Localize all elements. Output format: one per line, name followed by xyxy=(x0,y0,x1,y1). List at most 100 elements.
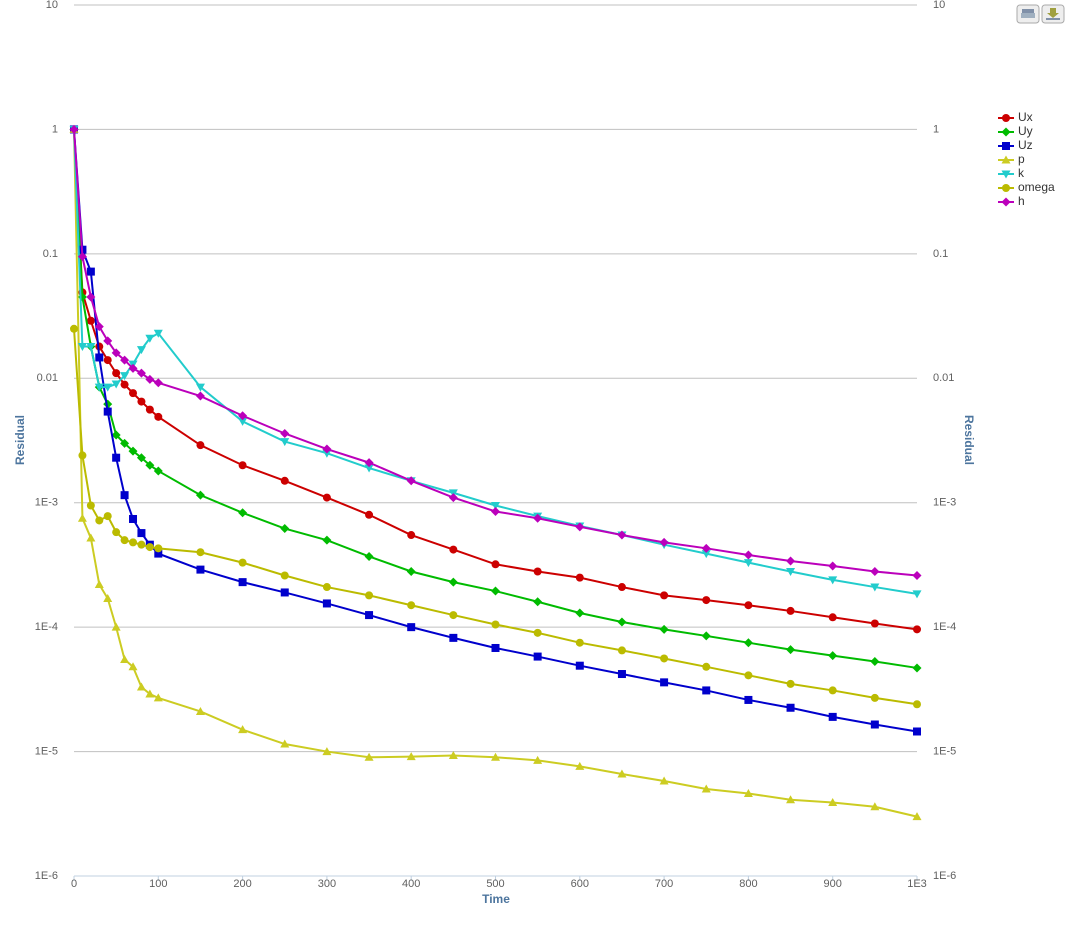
marker xyxy=(196,441,205,450)
marker xyxy=(322,444,332,454)
marker xyxy=(828,712,837,721)
marker xyxy=(365,510,374,519)
marker xyxy=(280,476,289,485)
marker xyxy=(407,601,416,610)
marker xyxy=(86,501,95,510)
marker xyxy=(364,551,374,561)
marker xyxy=(136,682,146,691)
legend-marker xyxy=(1001,155,1011,164)
marker xyxy=(912,663,922,673)
marker xyxy=(322,747,332,756)
marker xyxy=(701,550,711,559)
legend-marker xyxy=(1001,127,1011,137)
series xyxy=(69,124,922,821)
legend-marker xyxy=(1002,114,1010,122)
marker xyxy=(786,645,796,655)
marker xyxy=(743,638,753,648)
marker xyxy=(701,784,711,793)
marker xyxy=(786,606,795,615)
marker xyxy=(786,703,795,712)
marker xyxy=(786,795,796,804)
marker xyxy=(575,608,585,618)
y-tick-label: 10 xyxy=(46,0,58,11)
y2-tick-label: 1E-5 xyxy=(933,745,956,757)
marker xyxy=(322,535,332,545)
marker xyxy=(111,380,121,389)
marker xyxy=(280,739,290,748)
marker xyxy=(912,571,922,581)
y-tick-label: 1E-3 xyxy=(35,497,58,509)
marker xyxy=(280,438,290,447)
marker xyxy=(280,524,290,534)
marker xyxy=(154,544,163,553)
marker xyxy=(154,412,163,421)
marker xyxy=(744,671,753,680)
marker xyxy=(702,686,711,695)
marker xyxy=(136,368,146,378)
marker xyxy=(111,430,121,440)
marker xyxy=(238,411,248,421)
marker xyxy=(137,529,146,538)
marker xyxy=(195,706,205,715)
marker xyxy=(145,374,155,384)
marker xyxy=(407,531,416,540)
marker xyxy=(533,628,542,637)
marker xyxy=(94,580,104,589)
marker xyxy=(406,567,416,577)
marker xyxy=(153,329,163,338)
marker xyxy=(145,405,154,414)
marker xyxy=(128,363,138,373)
marker xyxy=(575,761,585,770)
marker xyxy=(86,267,95,276)
marker xyxy=(786,568,796,577)
marker xyxy=(743,789,753,798)
marker xyxy=(912,812,922,821)
marker xyxy=(120,372,130,381)
y-tick-label: 1E-4 xyxy=(35,621,58,633)
marker xyxy=(86,292,96,302)
marker xyxy=(196,565,205,574)
marker xyxy=(575,573,584,582)
y-axis-title: Residual xyxy=(13,415,27,465)
marker xyxy=(913,727,921,736)
marker xyxy=(153,378,163,388)
marker xyxy=(153,693,163,702)
marker xyxy=(449,633,458,642)
marker xyxy=(120,536,129,545)
marker xyxy=(120,355,130,365)
marker xyxy=(575,522,585,532)
marker xyxy=(129,389,138,398)
marker xyxy=(744,601,753,610)
marker xyxy=(533,755,543,764)
marker xyxy=(103,356,112,365)
legend-marker xyxy=(1002,184,1010,192)
download-icon xyxy=(1047,8,1059,18)
marker xyxy=(196,548,205,557)
series-line xyxy=(73,129,918,595)
marker xyxy=(103,512,112,521)
marker xyxy=(86,533,96,542)
marker xyxy=(195,391,205,401)
legend-marker xyxy=(1001,197,1011,207)
marker xyxy=(702,596,711,605)
marker xyxy=(406,476,416,486)
marker xyxy=(103,383,113,392)
y-tick-label: 0.1 xyxy=(43,248,58,260)
marker xyxy=(828,651,838,661)
export-buttons xyxy=(1016,4,1065,24)
marker xyxy=(660,591,669,600)
marker xyxy=(617,769,627,778)
y-tick-label: 1 xyxy=(52,123,58,135)
series xyxy=(70,125,921,634)
marker xyxy=(870,720,879,729)
marker xyxy=(744,695,753,704)
marker xyxy=(575,638,584,647)
marker xyxy=(111,622,121,631)
marker xyxy=(238,461,247,470)
marker xyxy=(913,625,921,634)
legend-label: p xyxy=(1018,152,1025,166)
marker xyxy=(86,343,96,352)
y-tick-label: 0.01 xyxy=(37,372,58,384)
x-tick-label: 700 xyxy=(655,878,673,890)
marker xyxy=(112,528,121,537)
